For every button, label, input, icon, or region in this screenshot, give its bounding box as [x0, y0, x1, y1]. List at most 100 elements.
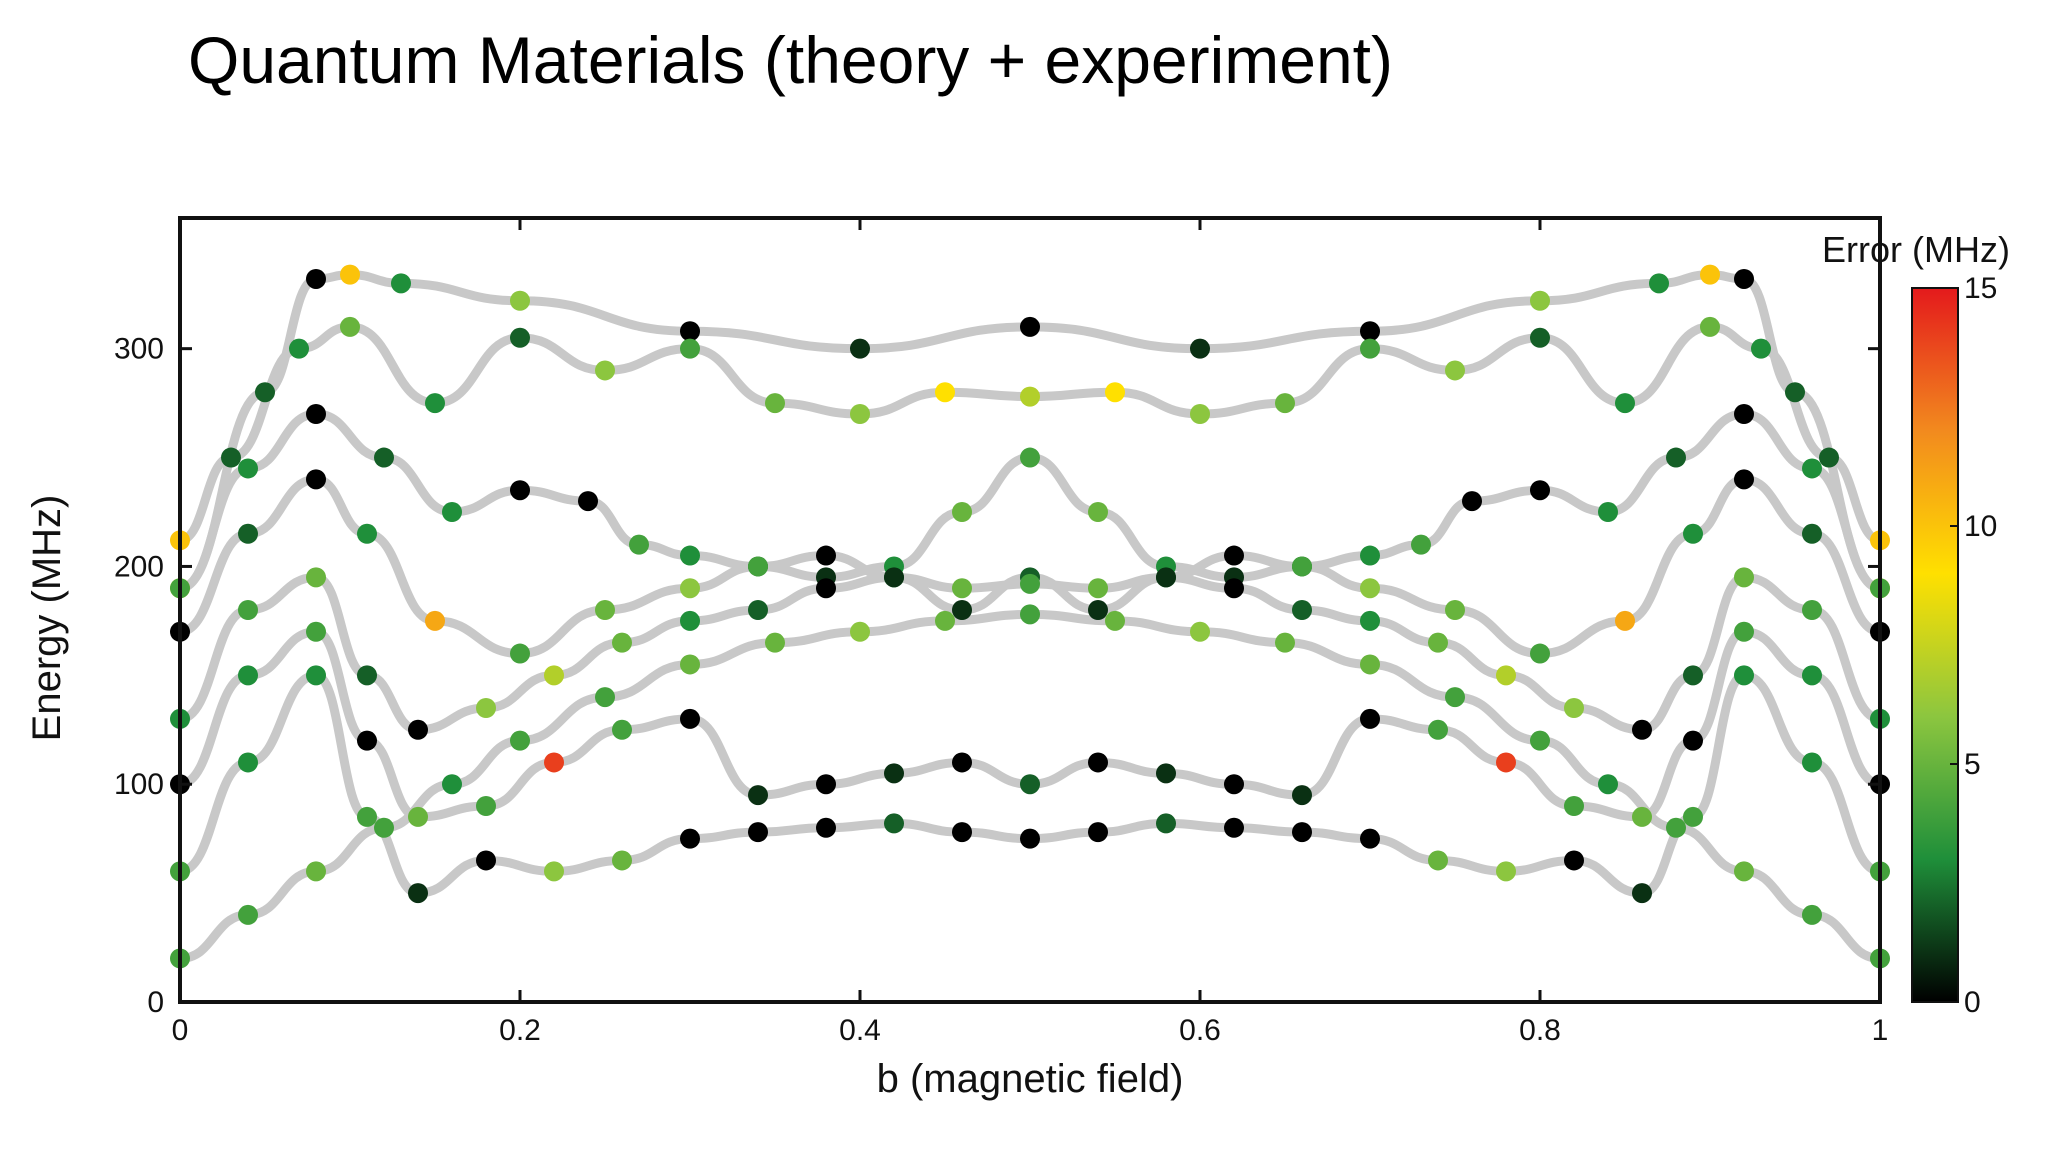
data-point [510, 290, 530, 311]
data-point [1360, 545, 1380, 566]
data-point [1615, 610, 1635, 631]
data-point [238, 665, 258, 686]
data-point [1224, 817, 1244, 838]
data-point [408, 719, 428, 740]
data-point [1020, 604, 1040, 625]
data-point [1020, 447, 1040, 468]
data-point [476, 850, 496, 871]
data-point [510, 730, 530, 751]
data-point [850, 404, 870, 424]
data-point [1802, 600, 1822, 620]
data-point [884, 813, 904, 834]
x-tick-label: 0 [172, 1014, 189, 1047]
data-point [1530, 480, 1550, 501]
theory-curve [175, 572, 1885, 735]
data-point [748, 600, 768, 620]
data-point [306, 268, 326, 289]
data-point [952, 752, 972, 773]
data-point [357, 730, 377, 751]
colorbar-tick-label: 0 [1964, 986, 1981, 1019]
data-point [1734, 665, 1754, 686]
data-point [442, 502, 462, 522]
data-point [952, 600, 972, 620]
data-point [238, 904, 258, 925]
data-point [1683, 730, 1703, 751]
data-point [595, 687, 615, 708]
data-point [884, 567, 904, 588]
data-point [1700, 264, 1720, 285]
data-point [442, 774, 462, 795]
x-axis-label: b (magnetic field) [877, 1057, 1184, 1101]
data-point [612, 632, 632, 653]
colorbar [1911, 287, 1959, 1003]
data-point [1360, 338, 1380, 359]
data-point [748, 556, 768, 577]
data-point [1088, 502, 1108, 522]
data-point [629, 534, 649, 555]
data-point [680, 828, 700, 849]
data-point [1020, 828, 1040, 849]
data-point [1156, 763, 1176, 784]
data-point [238, 600, 258, 620]
data-point [510, 327, 530, 348]
data-point [1802, 523, 1822, 544]
colorbar-title: Error (MHz) [1822, 229, 2010, 270]
x-tick-label: 0.6 [1179, 1014, 1221, 1047]
data-point [1020, 316, 1040, 337]
data-point [1564, 850, 1584, 871]
data-point [595, 600, 615, 620]
data-point [1683, 523, 1703, 544]
data-point [1088, 822, 1108, 843]
data-point [612, 850, 632, 871]
data-point [1734, 268, 1754, 289]
data-point [1020, 386, 1040, 407]
data-point [1360, 654, 1380, 675]
data-point [1360, 578, 1380, 599]
y-tick-label: 200 [114, 550, 164, 583]
theory-curve [175, 409, 1885, 593]
data-point [1530, 290, 1550, 311]
data-point [1190, 404, 1210, 424]
data-point [816, 545, 836, 566]
data-point [1530, 643, 1550, 664]
data-point [1751, 338, 1771, 359]
data-point [391, 273, 411, 294]
data-point [952, 502, 972, 522]
data-point [578, 491, 598, 512]
data-point [1088, 578, 1108, 599]
data-point [1275, 393, 1295, 414]
data-point [935, 610, 955, 631]
data-point [1292, 556, 1312, 577]
data-point [1445, 600, 1465, 620]
data-point [476, 796, 496, 816]
data-point [1156, 813, 1176, 834]
data-point [1020, 573, 1040, 594]
data-point [680, 545, 700, 566]
data-point [425, 393, 445, 414]
data-point [408, 883, 428, 904]
data-point [1088, 600, 1108, 620]
data-point [1632, 719, 1652, 740]
data-point [1292, 600, 1312, 620]
data-point [306, 621, 326, 642]
data-point [850, 338, 870, 359]
data-point [1428, 850, 1448, 871]
data-point [1190, 338, 1210, 359]
data-point [1530, 327, 1550, 348]
data-point [255, 382, 275, 403]
data-point [1632, 806, 1652, 827]
data-point [1683, 806, 1703, 827]
data-point [1734, 469, 1754, 490]
data-point [680, 338, 700, 359]
data-point [952, 822, 972, 843]
data-point [1666, 447, 1686, 468]
data-point [1496, 752, 1516, 773]
data-point [408, 806, 428, 827]
data-point [680, 578, 700, 599]
y-tick-label: 0 [147, 986, 164, 1019]
data-point [1360, 828, 1380, 849]
data-point [748, 785, 768, 806]
data-point [357, 665, 377, 686]
data-point [1411, 534, 1431, 555]
data-point [1564, 698, 1584, 718]
